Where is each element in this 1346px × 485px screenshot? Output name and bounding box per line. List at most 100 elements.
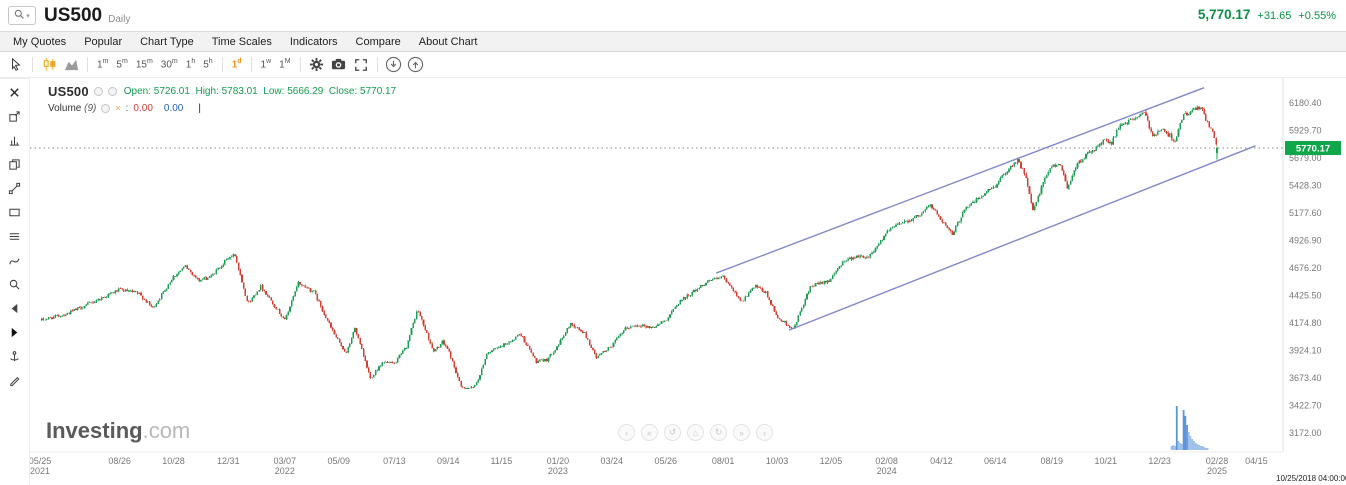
chevron-down-icon: ▾: [26, 12, 30, 20]
curve-tool-button[interactable]: [5, 252, 25, 268]
volume-bar: [1187, 432, 1190, 450]
toolbar-separator: [250, 56, 252, 72]
volume-bar: [1203, 447, 1206, 450]
price-chart[interactable]: 6180.40 5929.70 5679.00 5428.30 5177.60 4926.…: [30, 78, 1346, 485]
x-axis-label: 05/26: [654, 456, 677, 466]
chart-control-button-2[interactable]: «: [641, 424, 658, 441]
x-axis-year-label: 2021: [30, 466, 50, 476]
upload-icon: [407, 56, 424, 73]
y-axis-label: 4425.50: [1289, 291, 1322, 301]
volume-remove-icon[interactable]: ×: [115, 103, 121, 113]
menu-item-indicators[interactable]: Indicators: [289, 35, 338, 48]
timeframe-1h-button[interactable]: 1h: [185, 58, 196, 71]
duplicate-tool-button[interactable]: [5, 156, 25, 172]
y-axis-label: 5929.70: [1289, 126, 1322, 136]
toolbar-separator: [221, 56, 223, 72]
close-panel-button[interactable]: [5, 84, 25, 100]
timeframe-5h-button[interactable]: 5h: [203, 58, 213, 71]
triangle-right-icon: [11, 327, 18, 337]
timeframe-1d-button[interactable]: 1d: [231, 58, 242, 71]
price-change: +31.65: [1257, 10, 1292, 22]
chart-controls: ‹ « ↺ ⌂ ↻ » ›: [618, 424, 773, 441]
lines-tool-button[interactable]: [5, 228, 25, 244]
trendline-tool-button[interactable]: [5, 180, 25, 196]
export-window-icon: [9, 110, 20, 122]
timeframe-1m-button[interactable]: 1m: [97, 58, 109, 71]
chart-area: 6180.40 5929.70 5679.00 5428.30 5177.60 4926.…: [30, 78, 1346, 485]
chart-control-button-7[interactable]: ›: [756, 424, 773, 441]
x-axis-label: 04/15: [1245, 456, 1268, 466]
y-axis-label: 6180.40: [1289, 98, 1322, 108]
pencil-icon: [10, 376, 20, 386]
timeframe-group: 1m 5m 15m 30m 1h 5h 1d 1w 1M: [93, 56, 295, 72]
upload-chart-button[interactable]: [405, 55, 427, 75]
timeframe-15m-button[interactable]: 15m: [135, 58, 153, 71]
cursor-tool-button[interactable]: [5, 55, 27, 75]
indicators-tool-button[interactable]: [5, 132, 25, 148]
interval-label: Daily: [108, 13, 131, 25]
drawing-tools-sidebar: [0, 78, 30, 485]
volume-bar: [1181, 444, 1183, 450]
y-axis-label: 3172.00: [1289, 428, 1322, 438]
legend-settings-icon[interactable]: [93, 87, 103, 96]
quote-group: 5,770.17 +31.65 +0.55%: [1198, 7, 1336, 22]
volume-bar: [1199, 446, 1202, 450]
volume-bar: [1186, 425, 1188, 450]
volume-value-red: 0.00: [133, 103, 153, 114]
menu-item-compare[interactable]: Compare: [355, 35, 401, 48]
volume-bar: [1182, 410, 1185, 450]
menu-item-popular[interactable]: Popular: [84, 35, 123, 48]
anchor-tool-button[interactable]: [5, 348, 25, 364]
channel-lower-line[interactable]: [788, 145, 1256, 331]
settings-button[interactable]: [306, 55, 328, 75]
chart-control-button-6[interactable]: »: [733, 424, 750, 441]
cursor-bar: |: [198, 103, 201, 114]
pencil-tool-button[interactable]: [5, 372, 25, 388]
download-chart-button[interactable]: [383, 55, 405, 75]
timeframe-5m-button[interactable]: 5m: [116, 58, 128, 71]
legend-visibility-icon[interactable]: [107, 87, 117, 96]
area-type-button[interactable]: [60, 55, 82, 75]
download-icon: [385, 56, 402, 73]
zoom-tool-button[interactable]: [5, 276, 25, 292]
play-tool-button[interactable]: [5, 324, 25, 340]
timeframe-1w-button[interactable]: 1w: [260, 58, 272, 71]
candlestick-type-button[interactable]: [38, 55, 60, 75]
chart-control-button-1[interactable]: ‹: [618, 424, 635, 441]
y-axis-label: 5428.30: [1289, 181, 1322, 191]
volume-bar: [1177, 441, 1180, 450]
x-axis-year-label: 2022: [275, 466, 295, 476]
channel-upper-line[interactable]: [715, 87, 1205, 274]
volume-value-blue: 0.00: [163, 103, 184, 114]
investing-watermark: Investing.com: [46, 418, 190, 444]
x-axis-label: 10/28: [162, 456, 185, 466]
volume-bar: [1206, 448, 1209, 450]
timeframe-1M-button[interactable]: 1M: [279, 58, 291, 71]
symbol-search-button[interactable]: ▾: [8, 6, 36, 25]
volume-bar: [1194, 443, 1197, 450]
x-axis-label: 09/14: [437, 456, 460, 466]
y-axis-label: 4926.90: [1289, 236, 1322, 246]
volume-settings-icon[interactable]: [101, 104, 111, 113]
chart-control-button-3[interactable]: ↺: [664, 424, 681, 441]
chart-control-button-4[interactable]: ⌂: [687, 424, 704, 441]
volume-bar: [1191, 439, 1194, 450]
menu-item-my-quotes[interactable]: My Quotes: [13, 35, 67, 48]
header: ▾ US500 Daily 5,770.17 +31.65 +0.55%: [0, 0, 1346, 31]
rectangle-tool-button[interactable]: [5, 204, 25, 220]
menu-item-time-scales[interactable]: Time Scales: [211, 35, 272, 48]
screenshot-button[interactable]: [328, 55, 350, 75]
volume-bar: [1196, 444, 1199, 450]
x-axis-label: 06/14: [984, 456, 1007, 466]
horizontal-lines-icon: [9, 232, 20, 240]
timeframe-30m-button[interactable]: 30m: [160, 58, 178, 71]
pan-left-tool-button[interactable]: [5, 300, 25, 316]
legend-symbol: US500: [48, 84, 89, 99]
export-tool-button[interactable]: [5, 108, 25, 124]
chart-control-button-5[interactable]: ↻: [710, 424, 727, 441]
fullscreen-button[interactable]: [350, 55, 372, 75]
close-icon: [10, 87, 19, 97]
x-axis-label: 10/03: [766, 456, 789, 466]
menu-item-chart-type[interactable]: Chart Type: [140, 35, 194, 48]
menu-item-about-chart[interactable]: About Chart: [418, 35, 478, 48]
